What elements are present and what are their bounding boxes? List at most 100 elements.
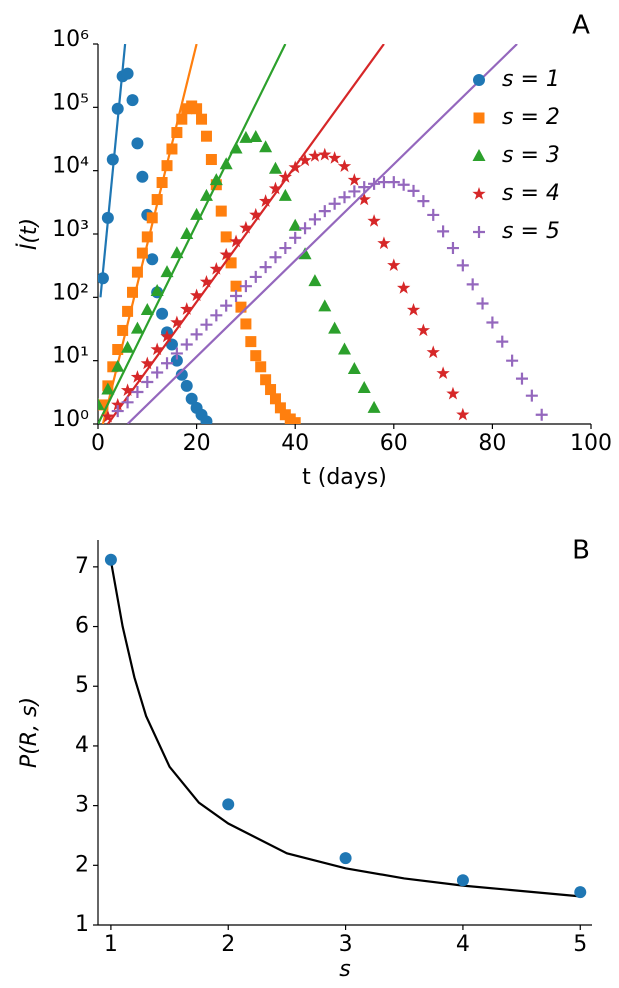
- data-point: [209, 173, 223, 186]
- data-point: [328, 321, 342, 334]
- y-tick-label: 10⁵: [52, 90, 89, 115]
- y-tick-label: 6: [75, 614, 89, 639]
- data-point: [289, 417, 301, 424]
- x-tick-label: 5: [573, 932, 587, 957]
- data-point: [347, 173, 362, 186]
- data-point: [358, 181, 371, 194]
- data-point: [230, 280, 242, 292]
- data-point: [269, 251, 282, 264]
- data-point: [215, 205, 227, 217]
- data-point: [191, 103, 203, 115]
- data-point: [278, 188, 292, 201]
- data-point: [141, 376, 154, 389]
- fit-line: [126, 44, 518, 424]
- fit-line: [106, 44, 385, 424]
- data-point: [98, 397, 105, 410]
- data-point: [196, 113, 208, 125]
- x-tick-label: 2: [221, 932, 235, 957]
- data-point: [250, 350, 262, 362]
- data-point: [357, 192, 371, 206]
- data-point: [111, 405, 124, 418]
- data-point: [446, 242, 459, 255]
- legend-label: s = 2: [502, 105, 560, 130]
- data-point: [417, 195, 430, 208]
- data-point: [146, 212, 158, 224]
- data-point: [140, 356, 154, 370]
- data-point: [136, 170, 149, 183]
- data-point: [112, 344, 124, 356]
- y-axis-label: İ(t): [16, 218, 42, 250]
- y-tick-label: 1: [75, 912, 89, 937]
- legend-marker: [473, 226, 485, 238]
- data-point: [416, 323, 431, 337]
- data-point: [120, 383, 135, 396]
- data-point: [338, 342, 351, 355]
- x-axis-label: s: [339, 957, 350, 982]
- data-point: [308, 149, 322, 162]
- data-point: [476, 297, 489, 310]
- data-point: [126, 94, 139, 107]
- data-point: [397, 281, 411, 294]
- data-point: [426, 345, 440, 359]
- data-point: [160, 265, 174, 278]
- data-point: [136, 247, 148, 259]
- y-tick-label: 3: [75, 793, 89, 818]
- data-point: [130, 321, 144, 334]
- y-tick-label: 10²: [52, 280, 89, 305]
- data-point: [146, 253, 159, 266]
- data-point: [170, 354, 183, 367]
- data-point: [180, 338, 193, 351]
- data-point: [219, 157, 233, 170]
- data-point: [121, 340, 135, 353]
- data-point: [222, 798, 235, 811]
- data-point: [446, 386, 460, 400]
- data-point: [456, 259, 469, 272]
- plot-area: [98, 44, 548, 424]
- data-point: [140, 303, 154, 316]
- data-point: [308, 274, 322, 287]
- data-point: [111, 359, 125, 372]
- data-point: [111, 397, 125, 411]
- data-point: [245, 336, 257, 348]
- data-point: [180, 379, 193, 392]
- y-axis-label: P(R, s): [17, 697, 42, 768]
- data-point: [279, 242, 292, 255]
- x-tick-label: 20: [183, 431, 211, 456]
- data-point: [230, 289, 243, 302]
- data-point: [200, 130, 212, 142]
- legend-label: s = 4: [502, 181, 560, 206]
- data-point: [200, 318, 213, 331]
- data-point: [535, 408, 548, 421]
- data-point: [486, 316, 499, 329]
- data-point: [289, 231, 302, 244]
- x-tick-label: 3: [339, 932, 353, 957]
- fit-line: [99, 44, 127, 298]
- data-point: [347, 361, 361, 374]
- legend-marker: [472, 187, 486, 200]
- data-point: [150, 342, 164, 356]
- data-point: [506, 354, 519, 367]
- data-point: [117, 324, 129, 336]
- legend-label: s = 1: [502, 67, 560, 92]
- data-point: [175, 368, 188, 381]
- data-point: [171, 127, 183, 139]
- x-tick-label: 40: [281, 431, 309, 456]
- data-point: [151, 366, 164, 379]
- data-point: [298, 247, 312, 260]
- legend-label: s = 3: [502, 143, 560, 168]
- data-point: [219, 247, 233, 261]
- data-point: [239, 130, 253, 143]
- data-point: [348, 185, 361, 198]
- data-point: [278, 170, 292, 183]
- data-point: [156, 177, 168, 189]
- data-point: [130, 370, 145, 383]
- legend-marker: [473, 74, 485, 86]
- data-point: [107, 361, 119, 373]
- data-point: [121, 67, 134, 80]
- data-point: [131, 266, 143, 278]
- x-tick-label: 80: [478, 431, 506, 456]
- y-tick-label: 10⁰: [52, 407, 89, 432]
- data-point: [367, 214, 381, 227]
- data-point: [387, 176, 400, 189]
- data-point: [150, 283, 164, 296]
